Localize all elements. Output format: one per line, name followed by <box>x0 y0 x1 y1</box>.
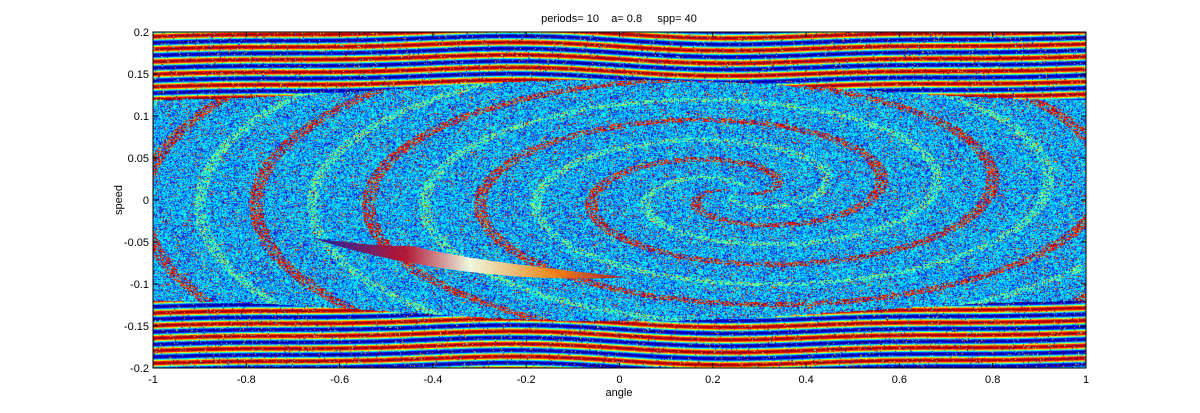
x-axis-label: angle <box>606 387 633 399</box>
x-tick-label: 0.2 <box>705 374 720 386</box>
plot-area <box>152 31 1087 369</box>
y-axis-label: speed <box>113 185 125 215</box>
chart-title: periods= 10 a= 0.8 spp= 40 <box>541 13 697 25</box>
x-tick-label: 0.8 <box>985 374 1000 386</box>
crescent-filament <box>311 237 629 279</box>
y-tick-label: 0.2 <box>134 27 149 39</box>
x-tick-label: -0.8 <box>237 374 256 386</box>
heatmap-layer <box>153 32 1086 368</box>
y-tick-label: -0.15 <box>124 321 149 333</box>
y-tick-label: -0.1 <box>130 279 149 291</box>
y-tick-label: 0.15 <box>128 69 149 81</box>
x-tick-label: 1 <box>1083 374 1089 386</box>
x-tick-label: 0.4 <box>798 374 813 386</box>
y-tick-label: 0.1 <box>134 111 149 123</box>
x-tick-label: 0 <box>616 374 622 386</box>
y-tick-label: 0.05 <box>128 153 149 165</box>
x-tick-label: 0.6 <box>892 374 907 386</box>
x-tick-label: -1 <box>148 374 158 386</box>
x-tick-label: -0.6 <box>330 374 349 386</box>
y-tick-label: -0.05 <box>124 237 149 249</box>
y-tick-label: -0.2 <box>130 363 149 375</box>
heatmap-texture <box>153 32 1086 368</box>
x-tick-label: -0.2 <box>517 374 536 386</box>
x-axis-ticks: -1 -0.8 -0.6 -0.4 -0.2 0 0.2 0.4 0.6 0.8 1 <box>148 32 1089 386</box>
y-tick-label: 0 <box>143 195 149 207</box>
x-tick-label: -0.4 <box>423 374 442 386</box>
y-axis-ticks: 0.2 0.15 0.1 0.05 0 -0.05 -0.1 -0.15 -0.2 <box>124 27 1086 375</box>
